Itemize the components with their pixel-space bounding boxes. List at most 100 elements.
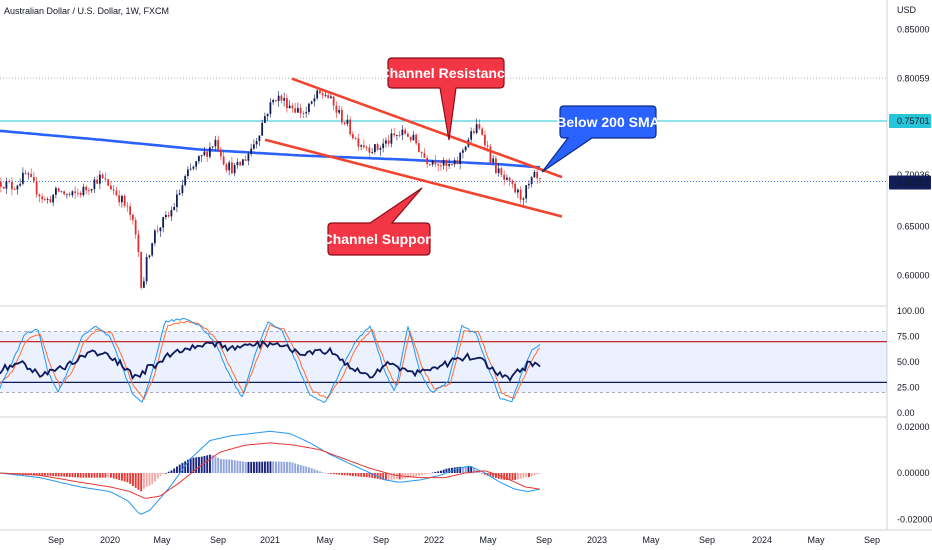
channel-resistance-line <box>291 77 563 179</box>
macd-histogram-bar <box>178 464 181 473</box>
candle-body <box>442 160 445 166</box>
time-axis-label: Sep <box>48 535 64 545</box>
candle-body <box>181 185 184 194</box>
candle-body <box>299 108 302 114</box>
candle-body <box>484 134 486 146</box>
candle-body <box>385 140 387 144</box>
candle-body <box>173 207 176 211</box>
candle-body <box>264 116 266 123</box>
candle-body <box>57 188 60 192</box>
macd-histogram-bar <box>242 461 244 473</box>
macd-histogram-bar <box>55 473 57 477</box>
macd-histogram-bar <box>492 473 495 478</box>
macd-histogram-bar <box>365 473 368 478</box>
macd-histogram-bar <box>57 473 60 477</box>
macd-histogram-bar <box>118 473 121 480</box>
candle-body <box>137 234 140 253</box>
macd-histogram-bar <box>332 473 335 475</box>
candle-body <box>101 174 104 179</box>
candle-body <box>415 134 418 144</box>
candle-body <box>294 108 297 113</box>
macd-histogram-bar <box>71 473 74 478</box>
macd-histogram-bar <box>82 473 85 478</box>
macd-histogram-bar <box>495 473 497 479</box>
candle-body <box>112 189 115 191</box>
candle-body <box>269 102 272 114</box>
candle-body <box>24 172 27 174</box>
time-axis-label: May <box>807 535 825 545</box>
candle-body <box>374 144 376 153</box>
candle-body <box>517 189 519 193</box>
macd-histogram-bar <box>154 473 156 482</box>
candle-body <box>445 160 448 166</box>
candle-body <box>346 119 349 124</box>
macd-histogram-bar <box>30 473 33 475</box>
candle-body <box>176 194 178 208</box>
candle-body <box>107 179 110 186</box>
candle-body <box>280 95 283 101</box>
macd-histogram-bar <box>167 471 170 473</box>
candle-body <box>519 189 522 200</box>
macd-histogram-bar <box>181 462 184 473</box>
candle-body <box>376 144 379 150</box>
macd-histogram-bar <box>305 466 308 473</box>
macd-histogram-bar <box>22 473 24 475</box>
macd-histogram-bar <box>88 473 90 478</box>
candle-body <box>200 155 203 157</box>
macd-histogram-bar <box>272 461 275 473</box>
candle-body <box>533 171 536 178</box>
macd-histogram-bar <box>63 473 66 477</box>
candle-body <box>343 122 346 124</box>
rsi-line <box>0 339 541 382</box>
macd-histogram-bar <box>420 473 423 476</box>
price-tick-label: 0.65000 <box>897 221 930 231</box>
candle-body <box>528 184 530 186</box>
candle-body <box>451 164 453 165</box>
candle-body <box>250 148 253 155</box>
candle-body <box>349 119 352 135</box>
macd-histogram-bar <box>354 473 357 477</box>
time-axis-label: May <box>316 535 334 545</box>
candle-body <box>365 147 368 149</box>
candle-body <box>418 143 420 152</box>
macd-histogram-bar <box>456 466 459 473</box>
time-axis-label: Sep <box>536 535 552 545</box>
macd-histogram-bar <box>530 473 533 477</box>
macd-histogram-bar <box>429 473 431 474</box>
price-cyan-level-label: 0.75701 <box>897 116 930 126</box>
macd-histogram-bar <box>184 461 187 473</box>
macd-histogram-bar <box>478 471 481 473</box>
candle-body <box>275 99 277 101</box>
macd-histogram-bar <box>357 473 360 477</box>
macd-histogram-bar <box>27 473 30 475</box>
time-axis-label: Sep <box>373 535 389 545</box>
macd-histogram-bar <box>266 461 269 473</box>
candle-body <box>46 199 49 200</box>
candle-body <box>85 186 88 191</box>
candle-body <box>222 156 225 165</box>
macd-histogram-bar <box>176 466 178 473</box>
candle-body <box>74 191 77 193</box>
macd-histogram-bar <box>77 473 79 478</box>
candle-body <box>492 158 495 163</box>
sma-200-line <box>0 129 541 169</box>
macd-histogram-bar <box>462 466 464 473</box>
macd-histogram-bar <box>140 473 143 492</box>
candle-body <box>148 255 151 258</box>
candle-body <box>178 193 181 195</box>
time-axis-label: 2022 <box>424 535 444 545</box>
candle-body <box>319 90 321 94</box>
candle-body <box>327 95 330 99</box>
candle-body <box>231 162 233 174</box>
candle-body <box>35 181 38 195</box>
candle-body <box>247 154 250 161</box>
macd-signal-line <box>0 442 541 499</box>
macd-histogram-bar <box>313 469 316 473</box>
macd-histogram-bar <box>376 473 379 479</box>
time-axis-label: May <box>642 535 660 545</box>
macd-histogram-bar <box>101 473 104 478</box>
macd-histogram-bar <box>442 469 445 473</box>
macd-histogram-bar <box>426 473 429 474</box>
candle-body <box>170 210 173 217</box>
